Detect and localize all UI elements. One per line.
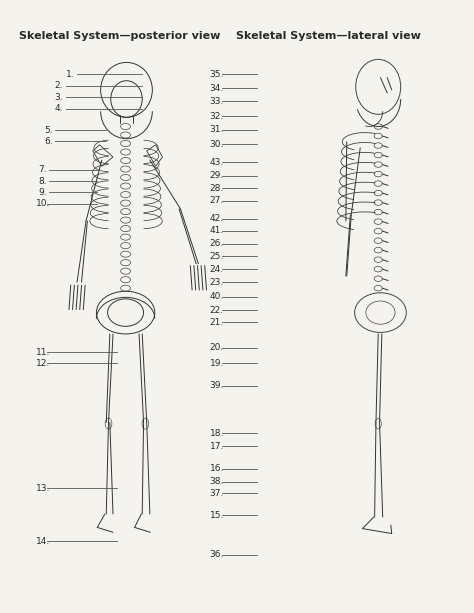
Text: 14.: 14. <box>36 537 50 546</box>
Text: 24.: 24. <box>210 265 224 274</box>
Text: 26.: 26. <box>210 239 224 248</box>
Text: 28.: 28. <box>210 184 224 192</box>
Text: 25.: 25. <box>210 252 224 261</box>
Text: 16.: 16. <box>210 464 224 473</box>
Text: 20.: 20. <box>210 343 224 352</box>
Text: 7.: 7. <box>38 166 46 174</box>
Text: 23.: 23. <box>210 278 224 287</box>
Text: 40.: 40. <box>210 292 224 301</box>
Text: 22.: 22. <box>210 306 224 314</box>
Text: 4.: 4. <box>55 104 63 113</box>
Text: 5.: 5. <box>44 126 53 135</box>
Text: 30.: 30. <box>210 140 224 149</box>
Text: 17.: 17. <box>210 442 224 451</box>
Text: 8.: 8. <box>38 177 46 186</box>
Text: 15.: 15. <box>210 511 224 520</box>
Text: 32.: 32. <box>210 112 224 121</box>
Text: 1.: 1. <box>66 69 74 78</box>
Text: 3.: 3. <box>55 93 63 102</box>
Text: 2.: 2. <box>55 81 63 90</box>
Text: 10.: 10. <box>36 199 50 208</box>
Text: 37.: 37. <box>210 489 224 498</box>
Ellipse shape <box>366 301 395 324</box>
Text: 6.: 6. <box>44 137 53 146</box>
Text: 13.: 13. <box>36 484 50 493</box>
Text: 41.: 41. <box>210 226 224 235</box>
Text: 18.: 18. <box>210 429 224 438</box>
Text: 31.: 31. <box>210 125 224 134</box>
Text: 36.: 36. <box>210 550 224 559</box>
Text: 34.: 34. <box>210 83 224 93</box>
Text: Skeletal System—lateral view: Skeletal System—lateral view <box>237 31 421 40</box>
Ellipse shape <box>108 299 144 326</box>
Text: 19.: 19. <box>210 359 224 368</box>
Text: 39.: 39. <box>210 381 224 390</box>
Text: 21.: 21. <box>210 318 224 327</box>
Text: 29.: 29. <box>210 172 224 180</box>
Text: 38.: 38. <box>210 477 224 486</box>
Text: 27.: 27. <box>210 196 224 205</box>
Text: 9.: 9. <box>38 188 46 197</box>
Text: 43.: 43. <box>210 158 224 167</box>
Text: 33.: 33. <box>210 97 224 106</box>
Text: 42.: 42. <box>210 214 224 223</box>
Text: Skeletal System—posterior view: Skeletal System—posterior view <box>19 31 220 40</box>
Text: 11.: 11. <box>36 348 50 357</box>
Text: 12.: 12. <box>36 359 50 368</box>
Text: 35.: 35. <box>210 69 224 78</box>
